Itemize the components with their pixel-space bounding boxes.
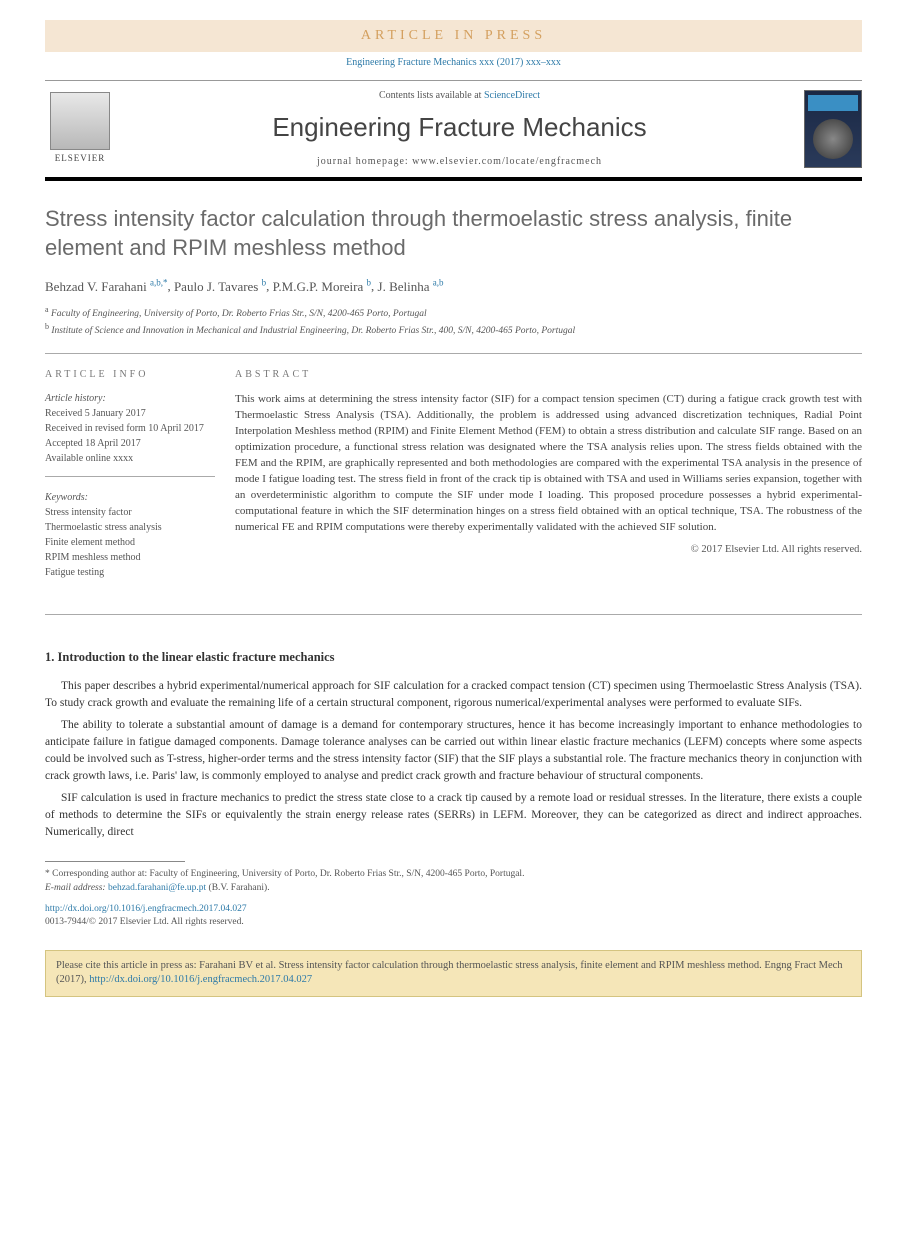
author-affiliation-sup: b — [262, 277, 267, 287]
abstract-copyright: © 2017 Elsevier Ltd. All rights reserved… — [235, 542, 862, 557]
elsevier-tree-icon — [50, 92, 110, 150]
keyword-line: RPIM meshless method — [45, 550, 215, 565]
sciencedirect-link[interactable]: ScienceDirect — [484, 90, 540, 101]
header-citation-line: Engineering Fracture Mechanics xxx (2017… — [45, 56, 862, 70]
history-line: Received in revised form 10 April 2017 — [45, 421, 215, 436]
author-affiliation-sup: b — [367, 277, 372, 287]
body-paragraph: The ability to tolerate a substantial am… — [45, 717, 862, 786]
article-info-heading: ARTICLE INFO — [45, 368, 215, 382]
info-abstract-row: ARTICLE INFO Article history: Received 5… — [45, 353, 862, 604]
abstract-text: This work aims at determining the stress… — [235, 392, 862, 535]
author-affiliation-sup: a,b — [433, 277, 444, 287]
divider — [45, 614, 862, 615]
citation-box-link[interactable]: http://dx.doi.org/10.1016/j.engfracmech.… — [89, 974, 312, 985]
journal-title: Engineering Fracture Mechanics — [115, 109, 804, 145]
body-paragraph: This paper describes a hybrid experiment… — [45, 678, 862, 713]
author-affiliation-sup: a,b,* — [150, 277, 168, 287]
affiliations: a Faculty of Engineering, University of … — [45, 304, 862, 339]
affiliation-line: b Institute of Science and Innovation in… — [45, 321, 862, 338]
keyword-line: Stress intensity factor — [45, 505, 215, 520]
email-suffix: (B.V. Farahani). — [209, 883, 270, 893]
authors-line: Behzad V. Farahani a,b,*, Paulo J. Tavar… — [45, 276, 862, 296]
article-title: Stress intensity factor calculation thro… — [45, 205, 862, 262]
article-history-block: Article history: Received 5 January 2017… — [45, 392, 215, 477]
abstract-col: ABSTRACT This work aims at determining t… — [235, 368, 862, 604]
journal-homepage: journal homepage: www.elsevier.com/locat… — [115, 155, 804, 169]
history-line: Received 5 January 2017 — [45, 406, 215, 421]
keywords-label: Keywords: — [45, 491, 215, 505]
history-line: Available online xxxx — [45, 451, 215, 466]
author: Behzad V. Farahani a,b,* — [45, 279, 167, 294]
history-line: Accepted 18 April 2017 — [45, 436, 215, 451]
doi-link[interactable]: http://dx.doi.org/10.1016/j.engfracmech.… — [45, 904, 247, 914]
corr-text: Corresponding author at: Faculty of Engi… — [52, 869, 524, 879]
keyword-line: Fatigue testing — [45, 565, 215, 580]
abstract-heading: ABSTRACT — [235, 368, 862, 383]
header-center: Contents lists available at ScienceDirec… — [115, 89, 804, 169]
elsevier-logo: ELSEVIER — [45, 89, 115, 169]
article-info-col: ARTICLE INFO Article history: Received 5… — [45, 368, 235, 604]
contents-prefix: Contents lists available at — [379, 90, 484, 101]
article-in-press-banner: ARTICLE IN PRESS — [45, 20, 862, 52]
journal-cover-thumbnail — [804, 90, 862, 168]
footnote-separator — [45, 861, 185, 862]
corr-email-link[interactable]: behzad.farahani@fe.up.pt — [108, 883, 206, 893]
contents-line: Contents lists available at ScienceDirec… — [115, 89, 804, 103]
section-1-heading: 1. Introduction to the linear elastic fr… — [45, 649, 862, 667]
corr-symbol: * — [45, 869, 50, 879]
elsevier-label: ELSEVIER — [55, 152, 106, 165]
journal-header: ELSEVIER Contents lists available at Sci… — [45, 80, 862, 181]
author: P.M.G.P. Moreira b — [273, 279, 371, 294]
email-label: E-mail address: — [45, 883, 108, 893]
citation-box: Please cite this article in press as: Fa… — [45, 950, 862, 997]
corresponding-author-footnote: * Corresponding author at: Faculty of En… — [45, 868, 862, 895]
keywords-block: Keywords: Stress intensity factorThermoe… — [45, 491, 215, 590]
keyword-line: Finite element method — [45, 535, 215, 550]
keyword-line: Thermoelastic stress analysis — [45, 520, 215, 535]
issn-line: 0013-7944/© 2017 Elsevier Ltd. All right… — [45, 917, 244, 927]
author: Paulo J. Tavares b — [174, 279, 266, 294]
history-label: Article history: — [45, 392, 215, 406]
doi-block: http://dx.doi.org/10.1016/j.engfracmech.… — [45, 903, 862, 930]
affiliation-line: a Faculty of Engineering, University of … — [45, 304, 862, 321]
author: J. Belinha a,b — [378, 279, 444, 294]
body-paragraph: SIF calculation is used in fracture mech… — [45, 790, 862, 842]
